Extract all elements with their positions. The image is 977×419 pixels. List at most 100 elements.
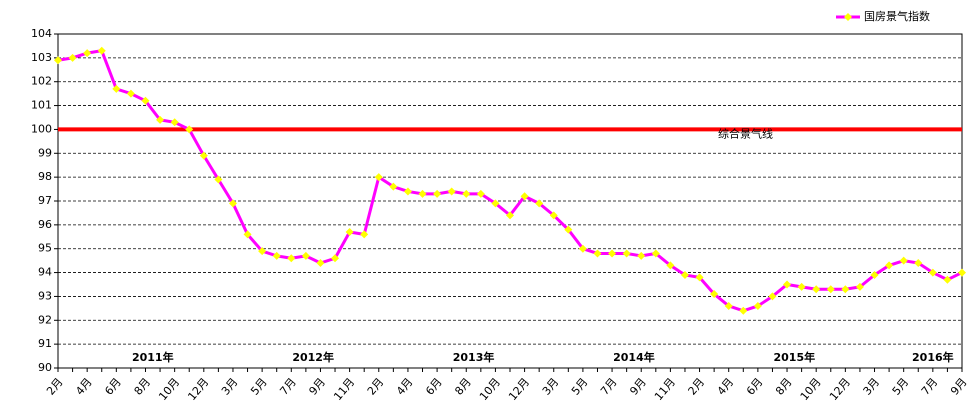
x-tick-label: 9月	[627, 376, 649, 398]
data-point	[914, 259, 923, 268]
data-point	[899, 256, 908, 265]
y-tick-label: 94	[38, 266, 52, 279]
data-point	[506, 211, 514, 220]
data-point	[462, 189, 471, 198]
data-point	[928, 268, 937, 277]
y-tick-label: 102	[31, 75, 52, 88]
legend-label: 国房景气指数	[864, 9, 930, 23]
x-tick-label: 4月	[715, 376, 737, 398]
data-point	[812, 285, 821, 294]
data-point	[870, 270, 879, 279]
y-tick-label: 99	[38, 146, 52, 159]
data-point	[710, 290, 719, 299]
data-point	[943, 275, 952, 284]
data-point	[622, 249, 631, 258]
x-tick-label: 3月	[861, 376, 883, 398]
x-tick-label: 2月	[44, 376, 66, 398]
x-tick-label: 10月	[798, 376, 824, 404]
data-point	[739, 306, 748, 315]
x-tick-label: 4月	[73, 376, 95, 398]
data-point	[403, 187, 412, 196]
y-tick-label: 103	[31, 51, 52, 64]
y-tick-label: 96	[38, 218, 52, 231]
data-point	[418, 189, 427, 198]
data-point	[608, 249, 617, 258]
data-point	[360, 230, 369, 239]
data-point	[797, 282, 806, 291]
x-tick-label: 7月	[919, 376, 941, 398]
data-point	[83, 49, 92, 58]
data-point	[214, 175, 223, 184]
data-point	[97, 46, 106, 55]
data-point	[156, 115, 165, 124]
data-point	[549, 211, 558, 220]
data-point	[637, 251, 646, 260]
data-point	[331, 254, 340, 263]
y-tick-label: 100	[31, 122, 52, 135]
data-point	[68, 53, 77, 62]
data-point	[680, 270, 689, 279]
data-point	[783, 280, 792, 289]
data-point	[476, 189, 485, 198]
x-tick-label: 4月	[394, 376, 416, 398]
year-label: 2011年	[132, 350, 174, 364]
year-label: 2015年	[774, 350, 816, 364]
x-tick-label: 5月	[890, 376, 912, 398]
data-point	[112, 84, 121, 93]
x-tick-label: 6月	[744, 376, 766, 398]
y-tick-label: 93	[38, 289, 52, 302]
x-tick-label: 11月	[652, 376, 678, 404]
data-point	[855, 282, 864, 291]
x-tick-label: 5月	[569, 376, 591, 398]
x-tick-label: 8月	[452, 376, 474, 398]
x-tick-label: 12月	[506, 376, 532, 404]
y-tick-label: 91	[38, 337, 52, 350]
data-point	[141, 96, 150, 105]
data-point	[374, 173, 383, 182]
data-point	[666, 261, 675, 270]
data-point	[287, 254, 296, 263]
x-tick-label: 10月	[156, 376, 182, 404]
year-label: 2016年	[912, 350, 954, 364]
data-point	[447, 187, 456, 196]
data-point	[272, 251, 281, 260]
x-tick-label: 8月	[132, 376, 154, 398]
data-point	[535, 199, 544, 208]
x-tick-label: 6月	[102, 376, 124, 398]
y-tick-label: 98	[38, 170, 52, 183]
y-tick-label: 101	[31, 99, 52, 112]
y-tick-label: 92	[38, 313, 52, 326]
x-tick-label: 12月	[827, 376, 853, 404]
x-tick-label: 7月	[598, 376, 620, 398]
data-point	[54, 56, 62, 65]
data-point	[564, 225, 573, 234]
y-tick-label: 104	[31, 27, 52, 40]
data-point	[724, 301, 733, 310]
data-point	[243, 230, 252, 239]
data-point	[433, 189, 442, 198]
data-point	[578, 244, 587, 253]
data-point	[520, 192, 529, 201]
data-point	[389, 182, 398, 191]
data-point	[958, 268, 966, 277]
x-tick-label: 6月	[423, 376, 445, 398]
x-tick-label: 11月	[331, 376, 357, 404]
data-point	[228, 199, 237, 208]
data-point	[345, 228, 354, 237]
legend-marker	[844, 13, 852, 21]
series-line	[57, 49, 963, 313]
x-tick-label: 3月	[219, 376, 241, 398]
year-label: 2014年	[613, 350, 655, 364]
y-tick-label: 97	[38, 194, 52, 207]
year-label: 2013年	[453, 350, 495, 364]
data-point	[753, 301, 762, 310]
x-tick-label: 9月	[307, 376, 329, 398]
data-point	[768, 292, 777, 301]
data-point	[170, 118, 179, 127]
x-tick-label: 2月	[365, 376, 387, 398]
x-tick-label: 5月	[248, 376, 270, 398]
data-point	[185, 125, 194, 134]
y-tick-label: 90	[38, 361, 52, 374]
data-point	[826, 285, 835, 294]
